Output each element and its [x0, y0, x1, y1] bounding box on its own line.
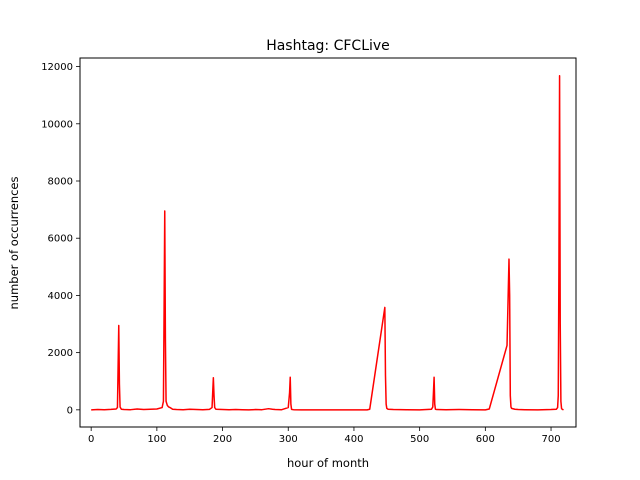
- y-tick-label: 0: [67, 405, 73, 416]
- chart-title: Hashtag: CFCLive: [266, 38, 390, 54]
- y-tick-label: 12000: [41, 62, 73, 73]
- x-axis: 0 100 200 300 400 500 600 700: [88, 427, 561, 445]
- y-tick-label: 2000: [48, 348, 73, 359]
- x-tick-label: 300: [279, 434, 298, 445]
- y-tick-label: 8000: [48, 177, 73, 188]
- x-tick-label: 0: [88, 434, 94, 445]
- x-tick-label: 600: [476, 434, 495, 445]
- y-axis-label: number of occurrences: [7, 176, 21, 309]
- series-layer: [91, 74, 564, 411]
- y-axis: 0 2000 4000 6000 8000 10000 12000: [41, 62, 80, 416]
- plot-frame: [79, 57, 577, 428]
- series-line-0: [91, 74, 564, 411]
- x-tick-label: 700: [541, 434, 560, 445]
- y-tick-label: 10000: [41, 119, 73, 130]
- x-tick-label: 400: [344, 434, 363, 445]
- x-tick-label: 200: [213, 434, 232, 445]
- x-tick-label: 100: [147, 434, 166, 445]
- y-tick-label: 4000: [48, 291, 73, 302]
- x-axis-label: hour of month: [287, 456, 369, 470]
- y-tick-label: 6000: [48, 234, 73, 245]
- x-tick-label: 500: [410, 434, 429, 445]
